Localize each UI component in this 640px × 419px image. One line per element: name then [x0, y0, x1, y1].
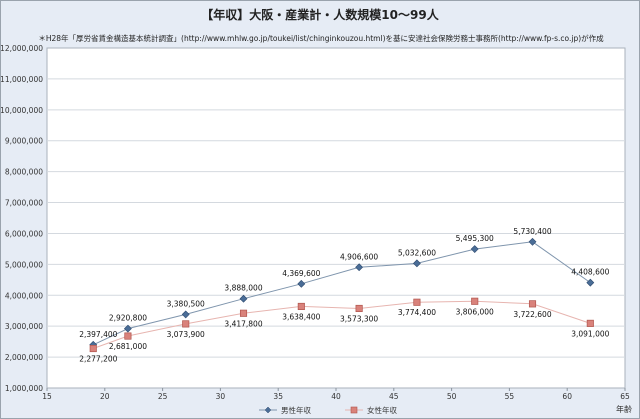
- x-tick-label: 35: [273, 392, 283, 401]
- series-markers: [89, 237, 595, 353]
- female-income-data-label: 2,277,200: [79, 355, 117, 364]
- female-income-point: [586, 319, 594, 327]
- y-tick-label: 6,000,000: [5, 229, 43, 238]
- female-income-data-label: 3,806,000: [456, 307, 494, 316]
- x-tick-label: 50: [447, 392, 457, 401]
- male-income-data-label: 4,369,600: [282, 269, 320, 278]
- x-tick-label: 15: [42, 392, 52, 401]
- male-income-point: [123, 324, 132, 333]
- female-income-point: [413, 298, 421, 306]
- x-tick-label: 55: [505, 392, 515, 401]
- male-income-data-label: 3,380,500: [167, 299, 205, 308]
- male-income-point: [297, 279, 306, 288]
- male-income-point: [239, 294, 248, 303]
- male-income-data-label: 4,408,600: [571, 268, 609, 277]
- female-income-data-label: 3,638,400: [282, 312, 320, 321]
- male-income-data-label: 4,906,600: [340, 252, 378, 261]
- male-income-data-label: 5,730,400: [513, 227, 551, 236]
- female-income-data-label: 3,073,900: [167, 330, 205, 339]
- y-tick-label: 2,000,000: [5, 353, 43, 362]
- male-income-point: [412, 259, 421, 268]
- male-income-point: [586, 278, 595, 287]
- legend-male-income-label: 男性年収: [281, 405, 311, 415]
- legend: 男性年収 女性年収: [259, 405, 397, 415]
- gridlines: [47, 78, 625, 358]
- female-income-data-label: 3,417,800: [224, 319, 262, 328]
- x-axis-ticks: 15 20 25 30 35 40 45 50 55 60 65: [42, 388, 630, 401]
- y-tick-label: 1,000,000: [5, 384, 43, 393]
- female-income-data-label: 2,681,000: [109, 342, 147, 351]
- male-income-data-label: 2,397,400: [79, 330, 117, 339]
- female-income-line: [93, 300, 591, 349]
- male-income-line: [92, 241, 591, 346]
- x-tick-label: 40: [331, 392, 341, 401]
- y-axis-ticks: 1,000,000 2,000,000 3,000,000 4,000,000 5,00…: [1, 44, 43, 393]
- y-tick-label: 4,000,000: [5, 291, 43, 300]
- y-tick-label: 9,000,000: [5, 137, 43, 146]
- male-income-point: [528, 237, 537, 246]
- male-income-data-label: 2,920,800: [109, 314, 147, 323]
- y-tick-label: 7,000,000: [5, 199, 43, 208]
- female-income-data-label: 3,573,300: [340, 314, 378, 323]
- male-income-point: [355, 263, 364, 272]
- female-income-point: [471, 297, 479, 305]
- y-tick-label: 8,000,000: [5, 168, 43, 177]
- male-income-point: [181, 310, 190, 319]
- y-tick-label: 3,000,000: [5, 322, 43, 331]
- female-income-point: [355, 304, 363, 313]
- chart-title: 【年収】大阪・産業計・人数規模10～99人: [201, 7, 439, 22]
- y-tick-label: 10,000,000: [1, 106, 43, 115]
- plot-area: [46, 47, 626, 389]
- male-income-data-label: 5,495,300: [456, 234, 494, 243]
- y-tick-label: 11,000,000: [1, 75, 43, 84]
- y-tick-label: 5,000,000: [5, 260, 43, 269]
- x-tick-label: 60: [562, 392, 572, 401]
- female-income-point: [182, 320, 190, 328]
- y-tick-label: 12,000,000: [1, 44, 43, 53]
- data-labels: 2,397,400 2,920,800 3,380,500 3,888,000 4,36…: [79, 227, 609, 364]
- x-axis-title: 年齢: [616, 404, 632, 414]
- female-income-data-label: 3,722,600: [513, 310, 551, 319]
- female-income-point: [89, 344, 97, 353]
- male-income-point: [470, 245, 479, 253]
- female-income-data-label: 3,774,400: [398, 308, 436, 317]
- legend-female-income-label: 女性年収: [367, 405, 397, 415]
- x-tick-label: 30: [216, 392, 226, 401]
- chart-subtitle: ＊H28年「厚労省賃金構造基本統計調査」(http://www.mhlw.go.…: [38, 33, 604, 43]
- x-tick-label: 45: [389, 392, 399, 401]
- legend-male-income-marker: [264, 406, 272, 414]
- male-income-data-label: 3,888,000: [224, 284, 262, 293]
- female-income-point: [297, 302, 305, 310]
- x-tick-label: 20: [100, 392, 110, 401]
- female-income-point: [528, 300, 537, 308]
- female-income-point: [124, 332, 132, 340]
- female-income-point: [239, 309, 248, 317]
- x-tick-label: 25: [158, 392, 168, 401]
- series-lines: [92, 241, 591, 349]
- x-tick-label: 65: [620, 392, 630, 401]
- legend-female-income-marker: [350, 406, 358, 414]
- female-income-data-label: 3,091,000: [571, 329, 609, 338]
- male-income-data-label: 5,032,600: [398, 248, 436, 257]
